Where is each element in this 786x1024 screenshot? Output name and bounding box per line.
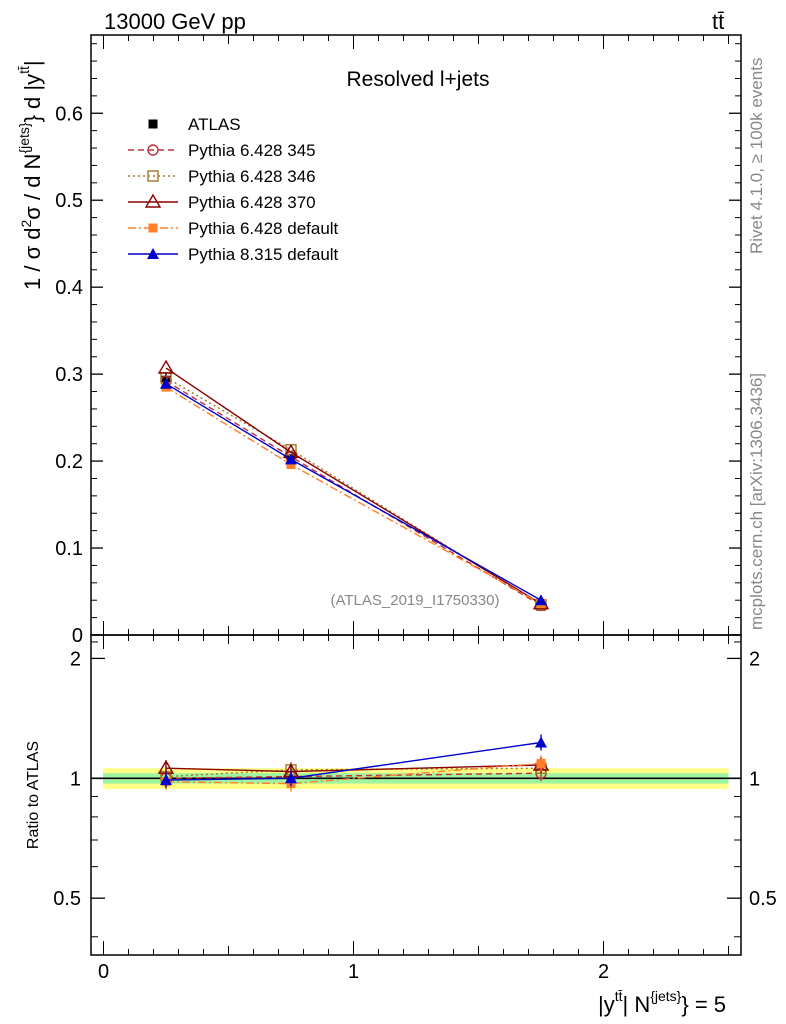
- data-point-p8def: [535, 594, 547, 606]
- ratio-y-tick-label-right: 0.5: [749, 888, 777, 910]
- y-tick-label: 0.6: [55, 103, 83, 125]
- legend-marker-p370: [144, 193, 162, 208]
- y-tick-label: 0.3: [55, 364, 83, 386]
- legend-marker-p345: [147, 144, 159, 156]
- x-axis-label: |ytt̄| N{jets}} = 5: [598, 988, 726, 1017]
- main-plot-panel: 0 0.1 0.2 0.3 0.4 0.5 0.6 Resolved l+jets (ATL…: [16, 34, 742, 647]
- data-point-p6def: [286, 460, 296, 470]
- analysis-watermark: (ATLAS_2019_I1750330): [330, 592, 499, 609]
- y-tick-label: 0.2: [55, 451, 83, 473]
- data-point-p8def: [160, 377, 172, 389]
- y-tick-label: 0.4: [55, 277, 83, 299]
- legend-label-p346: Pythia 6.428 346: [188, 167, 316, 186]
- header-process-label: tt̄: [712, 9, 724, 34]
- ratio-point-p8def: [535, 736, 547, 748]
- main-x-ticks: [103, 35, 729, 635]
- data-point-p370: [157, 359, 175, 374]
- legend: ATLAS Pythia 6.428 345 Pythia 6.428 346 Pyt…: [128, 115, 339, 264]
- main-y-label-text: 1 / σ d2σ / d N{jets}} d |ytt̄|: [16, 60, 45, 290]
- main-y-axis: 0 0.1 0.2 0.3 0.4 0.5 0.6: [55, 43, 741, 647]
- ratio-point-p8def: [285, 772, 297, 784]
- header-collision-label: 13000 GeV pp: [104, 9, 246, 34]
- ratio-plot-panel: 0.5 0.5 1 1 2 2 0 1 2 Ratio to ATLAS |ytt̄| N{j…: [25, 634, 777, 1017]
- plot-title: Resolved l+jets: [347, 68, 490, 91]
- y-tick-label: 0.5: [55, 190, 83, 212]
- legend-marker-p346: [147, 170, 159, 182]
- legend-marker-atlas: [148, 119, 158, 129]
- main-y-axis-label: 1 / σ d2σ / d N{jets}} d |ytt̄|: [16, 60, 45, 290]
- ratio-series-group: [157, 734, 550, 792]
- legend-label-p8def: Pythia 8.315 default: [188, 245, 339, 264]
- ratio-plot-frame: [90, 634, 742, 956]
- data-point-p8def: [285, 453, 297, 465]
- rivet-version-label: Rivet 4.1.0, ≥ 100k events: [747, 58, 766, 254]
- ratio-y-axis-label: Ratio to ATLAS: [25, 741, 42, 849]
- legend-marker-p8def: [147, 248, 159, 259]
- x-axis-label-text: |ytt̄| N{jets}} = 5: [598, 988, 726, 1017]
- legend-label-p6def: Pythia 6.428 default: [188, 219, 339, 238]
- ratio-y-tick-label-right: 1: [749, 768, 760, 790]
- ratio-line-p6def: [165, 762, 542, 785]
- main-series-group: [157, 359, 550, 612]
- ratio-y-axis: 0.5 0.5 1 1 2 2: [53, 641, 777, 938]
- x-tick-label: 1: [348, 961, 359, 983]
- series-line-p346: [165, 377, 542, 606]
- x-tick-label: 2: [598, 961, 609, 983]
- ratio-x-axis: 0 1 2: [98, 635, 729, 983]
- legend-label-p345: Pythia 6.428 345: [188, 141, 316, 160]
- legend-marker-p6def: [148, 223, 158, 233]
- ratio-y-tick-label: 1: [70, 768, 81, 790]
- mcplots-url-label: mcplots.cern.ch [arXiv:1306.3436]: [747, 373, 766, 630]
- ratio-y-tick-label: 0.5: [53, 888, 81, 910]
- legend-label-p370: Pythia 6.428 370: [188, 193, 316, 212]
- y-tick-label: 0: [72, 625, 83, 647]
- y-tick-label: 0.1: [55, 538, 83, 560]
- ratio-point-p6def: [536, 758, 546, 768]
- ratio-y-tick-label-right: 2: [749, 648, 760, 670]
- series-line-p345: [165, 380, 542, 607]
- x-tick-label: 0: [98, 961, 109, 983]
- ratio-point-p8def: [160, 774, 172, 786]
- series-line-p8def: [165, 383, 542, 601]
- legend-label-atlas: ATLAS: [188, 115, 241, 134]
- ratio-y-tick-label: 2: [70, 648, 81, 670]
